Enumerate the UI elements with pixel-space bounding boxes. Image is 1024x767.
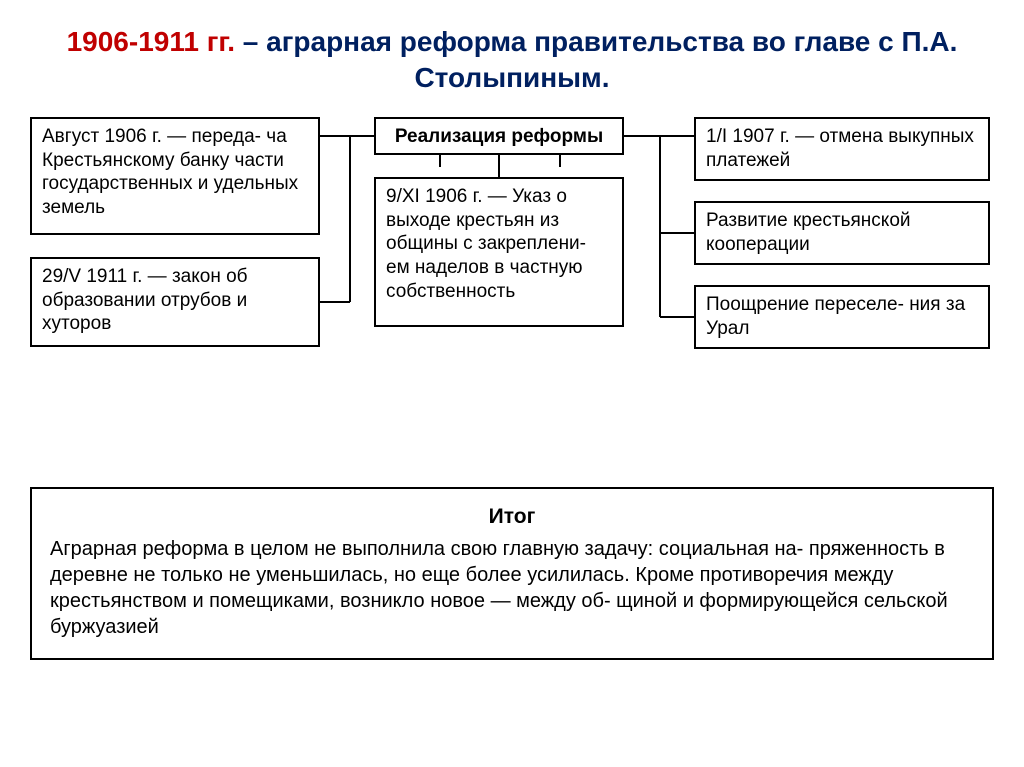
result-text: Аграрная реформа в целом не выполнила св… bbox=[50, 536, 974, 640]
box-nov1906-text: 9/XI 1906 г. — Указ о выходе крестьян из… bbox=[386, 186, 586, 302]
center-label: Реализация реформы bbox=[395, 126, 603, 147]
box-coop: Развитие крестьянской кооперации bbox=[694, 201, 990, 265]
title-rest: – аграрная реформа правительства во глав… bbox=[235, 26, 957, 93]
result-box: Итог Аграрная реформа в целом не выполни… bbox=[30, 487, 994, 660]
page-title: 1906-1911 гг. – аграрная реформа правите… bbox=[0, 0, 1024, 107]
reform-diagram: Реализация реформы Август 1906 г. — пере… bbox=[0, 107, 1024, 477]
box-jan1907: 1/I 1907 г. — отмена выкупных платежей bbox=[694, 117, 990, 181]
title-date: 1906-1911 гг. bbox=[67, 26, 235, 57]
box-nov1906: 9/XI 1906 г. — Указ о выходе крестьян из… bbox=[374, 177, 624, 327]
box-ural-text: Поощрение переселе- ния за Урал bbox=[706, 294, 965, 339]
box-may1911-text: 29/V 1911 г. — закон об образовании отру… bbox=[42, 266, 248, 335]
result-title: Итог bbox=[50, 503, 974, 530]
center-box: Реализация реформы bbox=[374, 117, 624, 155]
box-aug1906: Август 1906 г. — переда- ча Крестьянском… bbox=[30, 117, 320, 235]
box-coop-text: Развитие крестьянской кооперации bbox=[706, 210, 911, 255]
box-ural: Поощрение переселе- ния за Урал bbox=[694, 285, 990, 349]
box-aug1906-text: Август 1906 г. — переда- ча Крестьянском… bbox=[42, 126, 298, 218]
box-jan1907-text: 1/I 1907 г. — отмена выкупных платежей bbox=[706, 126, 974, 171]
box-may1911: 29/V 1911 г. — закон об образовании отру… bbox=[30, 257, 320, 347]
